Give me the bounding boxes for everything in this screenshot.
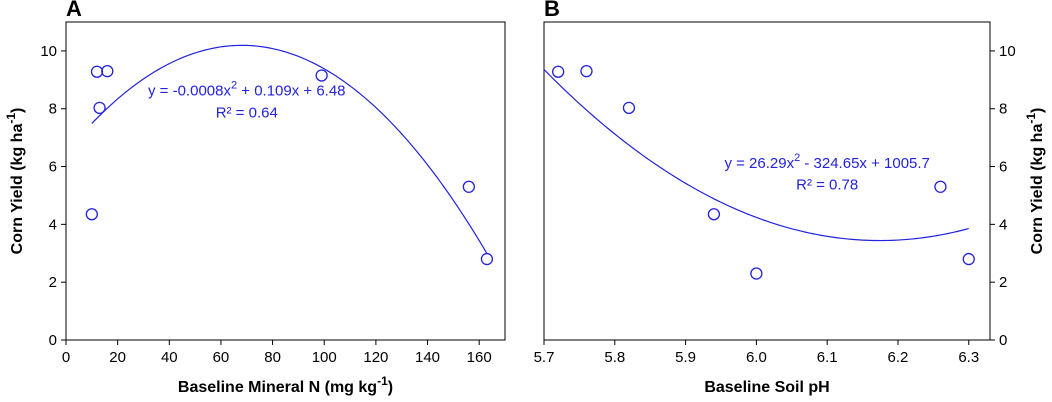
data-point [93,101,106,115]
plot-frame [543,21,991,341]
data-point [622,101,636,115]
y-axis-title-rest: ) [1029,108,1046,113]
x-axis-title: Baseline Soil pH [704,379,829,396]
data-point [934,180,947,193]
y-tick-label: 6 [999,159,1007,176]
y-axis-title: Corn Yield (kg ha-1) [1024,108,1046,255]
x-axis-title-main: Baseline Mineral N (mg kg [178,379,377,396]
x-tick-label: 6.1 [817,349,838,366]
x-tick-label: 80 [264,349,281,366]
y-tick-label: 8 [49,101,57,118]
x-axis-title-sup: -1 [377,374,388,388]
y-tick-label: 0 [999,332,1007,349]
trendline [543,69,969,242]
y-tick-label: 2 [49,274,57,291]
plot-frame [65,21,506,341]
x-tick-label: 5.8 [604,349,625,366]
x-tick-label: 6.2 [888,349,909,366]
data-point [580,64,593,78]
y-axis-title-rest: ) [9,108,26,113]
fit-equation: y = -0.0008x2 + 0.109x + 6.48 [148,80,346,100]
data-point [707,208,721,221]
data-point [750,267,763,280]
x-axis-title-rest: ) [388,379,393,396]
y-tick-label: 10 [40,43,57,60]
y-axis-title-sup: -1 [4,113,18,124]
data-point [462,180,475,193]
panel-a: 0 20 40 60 80 100 120 140 160 0 2 4 6 8 10 A Baseline Mi… [4,0,506,396]
fit-equation-sup: 2 [794,152,800,164]
panel-label: A [66,0,82,21]
fit-equation-sup: 2 [231,80,237,92]
x-tick-label: 6.0 [746,349,767,366]
fit-equation-main: y = 26.29x [724,155,794,172]
y-tick-label: 8 [999,101,1007,118]
x-tick-label: 20 [109,349,126,366]
x-tick-label: 5.7 [534,349,555,366]
fit-equation-main: y = -0.0008x [148,83,231,100]
x-axis-title: Baseline Mineral N (mg kg-1) [178,374,393,396]
data-point [315,69,328,82]
panel-label: B [544,0,560,21]
y-axis-title-sup: -1 [1024,113,1038,124]
y-tick-label: 6 [49,159,57,176]
y-axis-title-main: Corn Yield (kg ha [9,124,26,255]
x-tick-label: 6.3 [958,349,979,366]
x-tick-label: 40 [161,349,178,366]
y-axis-title: Corn Yield (kg ha-1) [4,108,26,255]
x-tick-label: 0 [62,349,70,366]
y-tick-label: 0 [49,332,57,349]
r-squared: R² = 0.64 [216,104,278,121]
x-tick-label: 120 [363,349,388,366]
data-point [962,252,975,266]
data-point [90,65,104,78]
x-tick-label: 60 [213,349,230,366]
x-tick-label: 5.9 [675,349,696,366]
y-axis-title-main: Corn Yield (kg ha [1029,124,1046,255]
fit-equation-rest: - 324.65x + 1005.7 [800,155,930,172]
y-tick-label: 4 [49,216,57,233]
y-tick-label: 4 [999,216,1007,233]
fit-equation-rest: + 0.109x + 6.48 [237,83,345,100]
data-point [552,65,565,78]
y-tick-label: 10 [999,43,1016,60]
y-tick-label: 2 [999,274,1007,291]
x-tick-label: 140 [415,349,440,366]
panel-b: 5.7 5.8 5.9 6.0 6.1 6.2 6.3 0 2 4 6 8 10 B Baseline So… [534,0,1046,396]
x-tick-label: 100 [312,349,337,366]
data-point [85,208,98,221]
x-tick-label: 160 [467,349,492,366]
trendline [91,44,488,254]
fit-equation: y = 26.29x2 - 324.65x + 1005.7 [724,152,929,172]
r-squared: R² = 0.78 [796,177,858,194]
data-point [480,252,494,266]
data-point [101,64,114,78]
